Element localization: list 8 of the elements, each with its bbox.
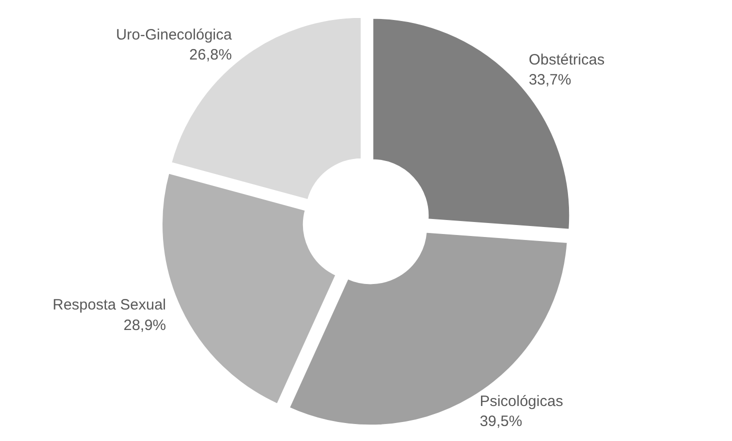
slice-label: Psicológicas <box>480 392 564 410</box>
slice-label: Obstétricas <box>528 51 605 68</box>
data-label: 39,5% <box>480 413 522 430</box>
data-label: 26,8% <box>189 46 232 64</box>
data-label: 28,9% <box>123 317 166 334</box>
slice-label: Uro-Ginecológica <box>116 26 232 44</box>
slice-label: Resposta Sexual <box>52 296 166 314</box>
data-label: 33,7% <box>528 72 572 89</box>
